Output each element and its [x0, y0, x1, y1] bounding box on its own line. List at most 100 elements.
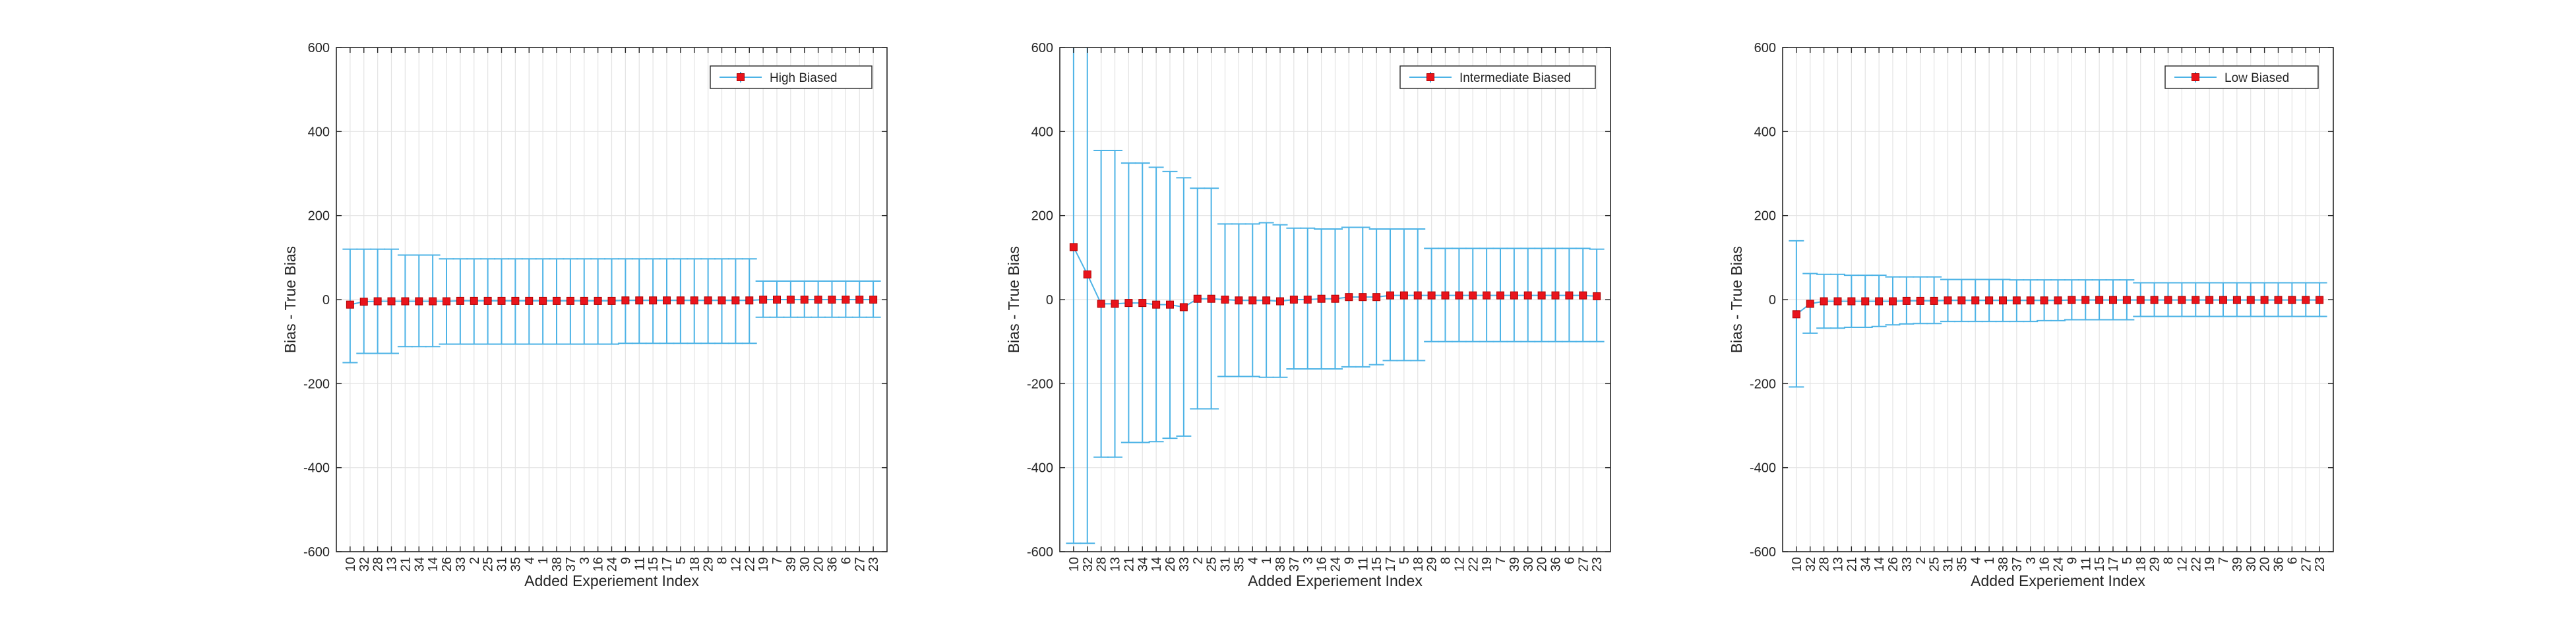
- x-tick-label: 22: [1466, 557, 1481, 571]
- data-point: [1441, 291, 1450, 300]
- y-tick-label: -400: [1750, 461, 1776, 476]
- data-point: [1889, 297, 1897, 306]
- data-point: [1303, 296, 1312, 304]
- data-point: [828, 296, 836, 304]
- data-point: [1193, 294, 1202, 303]
- x-tick-label: 33: [1177, 557, 1192, 571]
- data-point: [718, 296, 726, 305]
- data-point: [1372, 293, 1381, 302]
- x-tick-label: 38: [550, 557, 565, 571]
- data-point: [635, 296, 644, 305]
- x-tick-label: 29: [1425, 557, 1440, 571]
- x-tick-label: 28: [1095, 557, 1109, 571]
- data-point: [663, 296, 671, 305]
- x-tick-label: 36: [1549, 557, 1564, 571]
- x-tick-label: 22: [2189, 557, 2203, 571]
- x-tick-label: 26: [1163, 557, 1178, 571]
- data-point: [1455, 291, 1463, 300]
- data-point: [553, 296, 561, 305]
- x-tick-label: 2: [1914, 557, 1928, 564]
- data-point: [443, 297, 450, 306]
- x-tick-label: 35: [1232, 557, 1246, 571]
- x-tick-label: 32: [1804, 557, 1818, 571]
- data-point: [1427, 291, 1436, 300]
- y-tick-label: 0: [1046, 293, 1053, 308]
- data-point: [1483, 291, 1491, 300]
- y-axis-label: Bias - True Bias: [282, 246, 299, 353]
- data-point: [1179, 303, 1188, 311]
- legend-label: Intermediate Biased: [1459, 71, 1571, 85]
- x-tick-label: 34: [412, 557, 427, 571]
- data-point: [704, 296, 712, 305]
- x-tick-label: 14: [426, 557, 441, 571]
- x-tick-label: 33: [454, 557, 468, 571]
- data-point: [1523, 291, 1532, 300]
- data-point: [1593, 292, 1601, 300]
- x-tick-label: 8: [716, 557, 730, 564]
- data-point: [1551, 291, 1560, 300]
- data-point: [1875, 297, 1884, 306]
- x-tick-label: 29: [702, 557, 716, 571]
- y-tick-label: 200: [1031, 209, 1053, 224]
- data-point: [621, 296, 630, 305]
- legend-marker-swatch: [737, 73, 745, 81]
- x-tick-label: 5: [1397, 557, 1412, 564]
- x-tick-label: 19: [756, 557, 771, 571]
- x-tick-label: 37: [1287, 557, 1302, 571]
- x-tick-label: 21: [398, 557, 413, 571]
- data-point: [483, 296, 492, 305]
- x-tick-label: 23: [867, 557, 881, 571]
- y-tick-label: -200: [303, 377, 330, 391]
- x-tick-label: 14: [1872, 557, 1887, 571]
- x-tick-label: 2: [1191, 557, 1206, 564]
- data-point: [1916, 296, 1924, 305]
- data-point: [1317, 294, 1326, 303]
- x-tick-label: 7: [1494, 557, 1508, 564]
- x-tick-label: 25: [481, 557, 496, 571]
- y-tick-label: -400: [303, 461, 330, 476]
- data-point: [2302, 296, 2310, 304]
- x-tick-label: 4: [1246, 557, 1260, 564]
- data-point: [2136, 296, 2145, 304]
- data-point: [1152, 300, 1161, 309]
- x-tick-label: 24: [1329, 557, 1343, 571]
- x-tick-label: 23: [1590, 557, 1605, 571]
- y-tick-label: -600: [303, 545, 330, 560]
- data-point: [470, 296, 478, 305]
- x-tick-label: 3: [578, 557, 592, 564]
- x-tick-label: 7: [770, 557, 785, 564]
- data-point: [1861, 297, 1870, 306]
- chart-panel-2: 6004002000-200-400-600103228132134142633…: [1005, 41, 1611, 589]
- data-point: [580, 296, 588, 305]
- y-tick-label: -600: [1750, 545, 1776, 560]
- data-point: [1957, 296, 1966, 305]
- data-point: [359, 298, 368, 306]
- x-tick-label: 10: [344, 557, 358, 571]
- x-tick-label: 21: [1845, 557, 1859, 571]
- x-tick-label: 24: [2052, 557, 2066, 571]
- data-point: [1820, 297, 1828, 306]
- data-point: [2150, 296, 2159, 304]
- x-tick-label: 12: [1452, 557, 1467, 571]
- x-tick-label: 30: [798, 557, 813, 571]
- data-point: [1276, 297, 1284, 306]
- x-tick-label: 35: [1955, 557, 1969, 571]
- chart-panel-1: 6004002000-200-400-600103228132134142633…: [282, 41, 888, 589]
- data-point: [1111, 300, 1119, 308]
- data-point: [2192, 296, 2200, 304]
- y-tick-label: 600: [1031, 41, 1053, 55]
- x-tick-label: 26: [440, 557, 454, 571]
- data-point: [800, 296, 809, 304]
- data-point: [2095, 296, 2104, 304]
- data-point: [346, 300, 354, 309]
- x-tick-label: 16: [1315, 557, 1330, 571]
- chart-panel-3: 6004002000-200-400-600103228132134142633…: [1728, 41, 2334, 589]
- x-tick-label: 24: [605, 557, 620, 571]
- x-tick-label: 9: [2065, 557, 2079, 564]
- data-point: [1579, 291, 1587, 300]
- data-point: [2081, 296, 2090, 304]
- x-tick-label: 31: [1942, 557, 1956, 571]
- x-tick-label: 2: [468, 557, 482, 564]
- data-point: [1999, 296, 2007, 305]
- data-point: [1565, 291, 1574, 300]
